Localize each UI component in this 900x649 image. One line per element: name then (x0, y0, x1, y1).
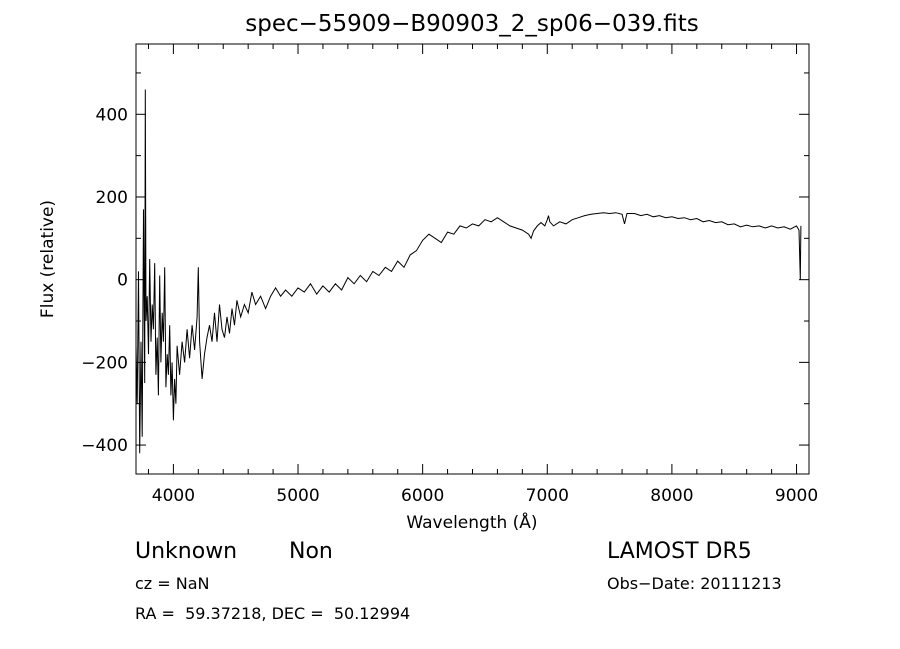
x-axis-label: Wavelength (Å) (406, 511, 537, 533)
axis-ticks (136, 44, 809, 474)
x-tick-label: 7000 (526, 486, 569, 506)
tick-labels: 4000 5000 6000 7000 8000 9000 −400 −200 0 200 400 (81, 105, 818, 506)
y-tick-label: −200 (81, 353, 128, 373)
redshift-readout: cz = NaN (135, 574, 210, 593)
plot-frame (135, 43, 810, 475)
y-tick-label: 0 (117, 271, 128, 291)
survey-name: LAMOST DR5 (607, 539, 752, 564)
object-subclass: Non (289, 539, 333, 564)
spectrum-line (135, 89, 802, 454)
x-tick-label: 9000 (775, 486, 818, 506)
x-tick-label: 8000 (650, 486, 693, 506)
x-tick-label: 4000 (152, 486, 195, 506)
x-tick-label: 5000 (276, 486, 319, 506)
y-tick-label: −400 (81, 436, 128, 456)
coordinates-readout: RA = 59.37218, DEC = 50.12994 (135, 604, 411, 623)
observation-date: Obs−Date: 20111213 (607, 574, 782, 593)
y-tick-label: 400 (96, 105, 128, 125)
y-tick-label: 200 (96, 188, 128, 208)
y-axis-label: Flux (relative) (38, 200, 58, 318)
object-class: Unknown (135, 539, 238, 564)
x-tick-label: 6000 (401, 486, 444, 506)
chart-title: spec−55909−B90903_2_sp06−039.fits (245, 11, 699, 37)
